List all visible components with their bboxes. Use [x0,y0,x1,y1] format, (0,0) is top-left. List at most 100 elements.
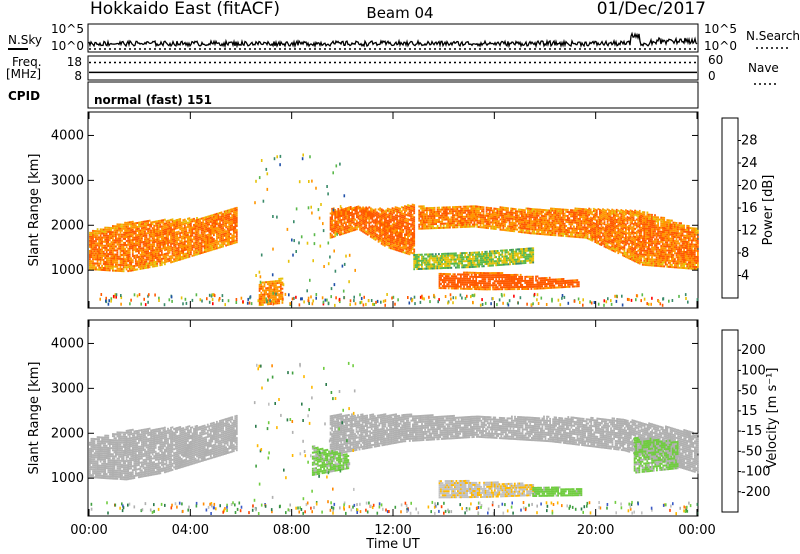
power-cell [368,216,371,219]
power-cell [481,206,483,209]
power-cell [402,220,405,223]
power-cell [488,213,491,216]
power-cell [484,226,486,229]
power-cell [141,263,143,266]
power-cell [631,222,633,225]
power-cell [507,219,509,222]
power-cell [482,220,485,223]
power-cell [127,260,130,262]
power-cell [134,262,137,265]
power-cell [660,251,663,253]
power-cell [157,254,160,257]
power-cell [520,231,523,234]
power-cell [462,217,465,220]
power-cell [504,208,506,211]
power-cell [144,265,146,267]
power-cell [669,241,672,244]
power-cell [422,211,425,214]
power-cell [170,237,172,240]
nsky-tick-top: 10^5 [51,22,84,36]
power-cell [465,225,468,228]
power-cell [199,234,201,237]
power-cell [410,209,412,212]
power-cell [153,233,156,235]
power-cell [397,231,400,234]
power-cell [644,221,647,224]
power-cell [543,229,546,232]
power-cell [385,221,388,224]
power-cell [632,251,635,254]
power-cell [513,226,516,229]
power-cell [546,233,549,236]
power-cell [559,230,561,233]
power-cell [667,227,670,230]
power-cell [340,233,343,236]
power-cell [508,217,511,220]
power-cell [537,228,540,231]
power-cell [382,241,385,244]
power-cell [617,250,620,253]
power-cell [145,242,148,245]
power-cell [501,228,503,231]
power-cell [641,221,644,224]
power-cell [618,210,621,213]
power-cell [635,212,638,215]
power-cell [148,219,151,222]
power-cell [167,229,169,232]
power-cell [365,220,368,223]
power-cell [648,235,650,238]
power-cell [671,241,673,244]
power-cell [397,245,400,248]
power-cell [439,208,442,211]
power-cell [651,213,653,216]
power-cell [352,221,355,224]
power-cell [629,225,632,228]
power-cell [386,228,389,230]
power-cell [199,236,201,239]
power-cell [475,223,477,226]
power-cell [574,233,577,236]
power-cell [648,248,650,250]
power-cell [481,218,483,221]
power-cell [400,212,403,215]
power-cell [147,222,149,224]
power-cell [337,232,340,235]
power-cell [171,232,174,235]
power-cell [563,230,566,233]
power-cell [167,231,169,234]
power-cell [644,261,647,264]
power-cell [569,231,572,234]
power-cell [113,255,116,258]
power-cell [366,211,369,214]
power-cell [124,266,126,269]
power-cell [380,234,383,237]
power-cell [498,224,500,227]
power-cell [444,218,447,221]
power-cell [481,210,483,213]
power-cell [664,235,667,238]
power-cell [609,230,612,233]
power-cell [348,220,350,223]
power-cell [548,219,551,222]
power-cell [514,228,517,231]
power-cell [125,232,128,234]
power-cell [182,235,185,238]
power-cell [206,225,209,228]
power-cell [160,247,163,250]
power-cell [597,222,600,225]
power-cell [208,221,211,224]
power-cell [667,253,670,256]
power-cell [98,246,100,249]
power-cell [667,239,670,242]
power-cell [669,237,672,240]
power-cell [90,252,93,255]
power-cell [122,223,125,226]
power-cell [222,243,224,246]
power-cell [422,217,425,220]
power-cell [595,229,598,232]
power-cell [145,266,148,269]
power-cell [119,249,122,252]
power-cell [405,240,408,243]
power-cell [332,223,335,226]
power-cell [648,227,650,230]
